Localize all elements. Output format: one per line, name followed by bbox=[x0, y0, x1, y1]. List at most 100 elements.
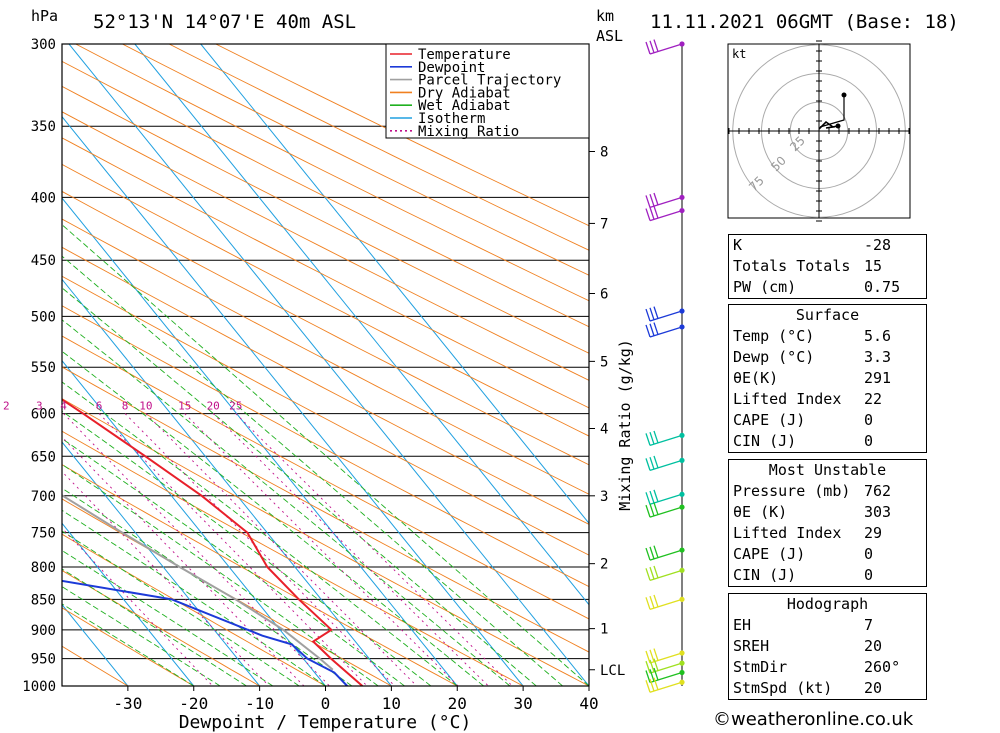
stats-label: StmDir bbox=[733, 658, 788, 676]
mixing-ratio-label: 10 bbox=[139, 400, 152, 413]
temperature-tick-label: -20 bbox=[179, 694, 208, 713]
dry-adiabat-line bbox=[62, 569, 260, 686]
wind-barb bbox=[645, 430, 685, 446]
stats-value: 20 bbox=[864, 679, 883, 697]
wind-barb bbox=[645, 306, 685, 322]
dry-adiabat-line bbox=[62, 85, 589, 354]
dry-adiabat-line bbox=[62, 163, 589, 437]
isotherm-line bbox=[134, 44, 589, 606]
stats-value: 22 bbox=[864, 390, 883, 408]
pressure-tick-label: 750 bbox=[31, 526, 56, 542]
mixing-ratio-label: 4 bbox=[60, 400, 67, 413]
temperature-tick-label: -10 bbox=[245, 694, 274, 713]
wind-barb bbox=[645, 565, 685, 581]
dry-adiabat-line bbox=[62, 246, 589, 525]
mixing-ratio-label: 3 bbox=[36, 400, 43, 413]
stats-label: K bbox=[733, 236, 743, 254]
temperature-tick-label: 30 bbox=[513, 694, 532, 713]
stats-section-title: Most Unstable bbox=[768, 461, 887, 479]
wind-barb bbox=[645, 489, 685, 505]
stats-row: Lifted Index 29 bbox=[729, 523, 927, 544]
legend-entry: Isotherm bbox=[418, 111, 485, 127]
mixing-ratio-line bbox=[62, 436, 305, 686]
stats-label: CAPE (J) bbox=[733, 545, 806, 563]
stats-label: Totals Totals bbox=[733, 257, 851, 275]
stats-row: Temp (°C) 5.6 bbox=[729, 326, 927, 347]
wind-barb bbox=[645, 39, 685, 55]
datetime-title: 11.11.2021 06GMT (Base: 18) bbox=[650, 11, 959, 33]
wet-adiabat-line bbox=[62, 224, 589, 686]
dry-adiabat-line bbox=[62, 275, 589, 556]
dry-adiabat-line bbox=[62, 607, 195, 686]
pressure-tick-label: 800 bbox=[31, 560, 56, 576]
stats-label: SREH bbox=[733, 637, 770, 655]
mixing-ratio-line bbox=[184, 413, 459, 686]
stats-label: Lifted Index bbox=[733, 390, 842, 408]
km-tick-label: 3 bbox=[600, 489, 608, 505]
stats-label: Lifted Index bbox=[733, 524, 842, 542]
dry-adiabat-line bbox=[215, 44, 589, 227]
mixing-ratio-label: 15 bbox=[178, 400, 191, 413]
wet-adiabat-line bbox=[62, 255, 563, 686]
stats-value: 29 bbox=[864, 524, 883, 542]
stats-label: EH bbox=[733, 616, 752, 634]
storm-motion-marker bbox=[835, 123, 841, 129]
pressure-tick-label: 650 bbox=[31, 449, 56, 465]
mixing-ratio-label: 25 bbox=[229, 400, 242, 413]
pressure-tick-label: 900 bbox=[31, 623, 56, 639]
stats-label: Dewp (°C) bbox=[733, 348, 815, 366]
stats-value: 15 bbox=[864, 257, 883, 275]
wind-barb bbox=[645, 677, 685, 693]
dry-adiabat-line bbox=[62, 366, 589, 653]
temperature-line bbox=[62, 398, 364, 686]
dewpoint-line bbox=[62, 579, 348, 686]
km-tick-label: 1 bbox=[600, 622, 608, 638]
wind-barb bbox=[645, 667, 685, 684]
km-unit-label: km bbox=[596, 7, 614, 25]
stats-row: Totals Totals 15 bbox=[729, 256, 927, 277]
location-title: 52°13'N 14°07'E 40m ASL bbox=[93, 11, 356, 33]
mixing-ratio-line bbox=[98, 413, 368, 686]
dry-adiabat-line bbox=[122, 44, 589, 276]
mixing-ratio-axis-label: Mixing Ratio (g/kg) bbox=[616, 339, 634, 511]
km-tick-label: 7 bbox=[600, 216, 608, 232]
wet-adiabat-line bbox=[62, 509, 326, 686]
pressure-tick-label: 400 bbox=[31, 190, 56, 206]
wet-adiabat-line bbox=[62, 350, 484, 686]
legend-entry: Parcel Trajectory bbox=[418, 73, 561, 89]
stats-row: CAPE (J) 0 bbox=[729, 544, 927, 565]
stats-label: CIN (J) bbox=[733, 566, 797, 584]
stats-label: Temp (°C) bbox=[733, 327, 815, 345]
pressure-tick-label: 350 bbox=[31, 119, 56, 135]
km-tick-label: 4 bbox=[600, 422, 608, 438]
legend-entry: Dry Adiabat bbox=[418, 85, 511, 101]
credit-text: ©weatheronline.co.uk bbox=[713, 709, 914, 730]
dry-adiabat-line bbox=[62, 335, 589, 620]
x-axis-label: Dewpoint / Temperature (°C) bbox=[179, 712, 472, 733]
stats-label: StmSpd (kt) bbox=[733, 679, 833, 697]
mixing-ratio-label: 2 bbox=[3, 400, 10, 413]
dry-adiabat-line bbox=[62, 111, 589, 381]
wet-adiabat-line bbox=[62, 550, 274, 686]
pressure-tick-label: 600 bbox=[31, 407, 56, 423]
wet-adiabat-line bbox=[62, 381, 458, 686]
dry-adiabat-line bbox=[75, 44, 589, 302]
stats-row: θE (K) 303 bbox=[729, 502, 927, 523]
pressure-tick-label: 300 bbox=[31, 37, 56, 53]
pressure-tick-label: 700 bbox=[31, 489, 56, 505]
dry-adiabat-line bbox=[62, 464, 458, 686]
parcel-trajectory-line bbox=[62, 494, 334, 671]
stats-value: 0 bbox=[864, 566, 874, 584]
stats-value: 0.75 bbox=[864, 278, 901, 296]
wind-barb bbox=[645, 502, 685, 518]
stats-indices-table: K -28 Totals Totals 15 PW (cm) 0.75 bbox=[728, 234, 927, 299]
stats-row: StmDir 260° bbox=[729, 657, 927, 678]
isotherm-line bbox=[62, 441, 261, 686]
stats-value: 260° bbox=[864, 658, 901, 676]
temperature-tick-label: 10 bbox=[382, 694, 401, 713]
hodograph-point bbox=[841, 92, 847, 98]
stats-value: 20 bbox=[864, 637, 883, 655]
dry-adiabat-line bbox=[62, 60, 589, 328]
